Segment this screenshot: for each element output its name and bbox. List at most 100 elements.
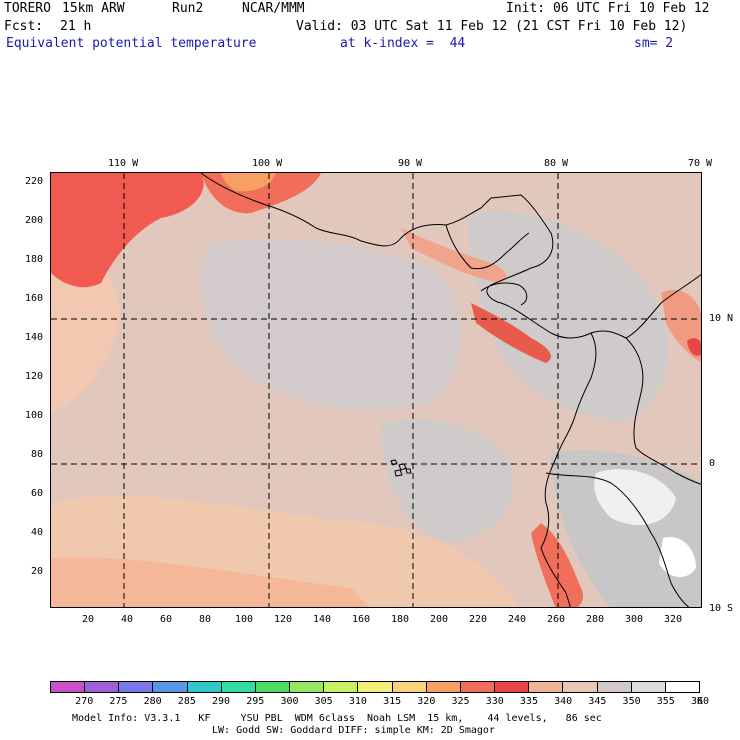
colorbar-tick-label: 340 <box>554 696 573 707</box>
colorbar-swatch <box>85 682 120 692</box>
x-tick: 200 <box>430 614 449 625</box>
colorbar-tick-label: 320 <box>417 696 436 707</box>
forecast-hour: 21 h <box>60 19 92 34</box>
colorbar-swatch <box>529 682 564 692</box>
x-tick: 120 <box>274 614 293 625</box>
y-tick: 160 <box>25 293 44 304</box>
colorbar-tick-label: 300 <box>280 696 299 707</box>
field-region-355k <box>594 469 676 526</box>
border-colombia <box>625 337 701 485</box>
lon-label-70w: 70 W <box>688 158 713 169</box>
colorbar-swatch <box>597 682 632 692</box>
x-tick: 240 <box>508 614 527 625</box>
colorbar-swatch <box>51 682 86 692</box>
valid-time: Valid: 03 UTC Sat 11 Feb 12 (21 CST Fri … <box>296 19 688 34</box>
y-tick: 20 <box>31 566 44 577</box>
model-resolution: 15km ARW <box>62 1 125 16</box>
init-time: Init: 06 UTC Fri 10 Feb 12 <box>506 1 710 16</box>
lon-label-110w: 110 W <box>108 158 139 169</box>
colorbar-unit: K <box>696 696 704 707</box>
colorbar-tick-label: 335 <box>519 696 538 707</box>
lat-label-10s: 10 S <box>709 603 734 614</box>
x-tick: 160 <box>352 614 371 625</box>
colorbar-swatch <box>665 682 699 692</box>
x-tick: 60 <box>160 614 173 625</box>
colorbar-tick-label: 355 <box>656 696 675 707</box>
colorbar-tick-label: 360 <box>690 696 710 707</box>
field-region-330k-caribbean <box>687 338 701 356</box>
y-tick: 100 <box>25 410 44 421</box>
field-region-335k-ca <box>401 228 507 283</box>
smoothing-info: sm= 2 <box>634 36 674 51</box>
model-org: NCAR/MMM <box>242 1 305 16</box>
coastline-central-america <box>200 173 701 339</box>
field-region-330k-nw <box>51 173 204 288</box>
x-tick: 40 <box>121 614 134 625</box>
border-guatemala-honduras <box>445 224 530 270</box>
y-tick: 80 <box>31 449 44 460</box>
field-region-320k-n <box>221 173 276 192</box>
level-info: at k-index = 44 <box>340 36 466 51</box>
colorbar-swatch <box>631 682 666 692</box>
theta-e-field <box>51 173 701 607</box>
lat-label-10n: 10 N <box>709 313 734 324</box>
forecast-label: Fcst: <box>4 19 44 34</box>
colorbar-tick-label: 345 <box>588 696 607 707</box>
x-tick: 320 <box>664 614 683 625</box>
colorbar-tick-label: 290 <box>212 696 231 707</box>
y-tick: 180 <box>25 254 44 265</box>
colorbar-swatch <box>495 682 530 692</box>
y-tick: 220 <box>25 176 44 187</box>
map-panel <box>50 172 702 608</box>
x-tick: 300 <box>625 614 644 625</box>
field-region-335k-sw <box>51 557 370 607</box>
colorbar-swatch <box>187 682 222 692</box>
y-tick: 40 <box>31 527 44 538</box>
colorbar-tick-label: 325 <box>451 696 470 707</box>
colorbar-swatch <box>153 682 188 692</box>
colorbar-swatch <box>358 682 393 692</box>
colorbar-tick-label: 310 <box>348 696 367 707</box>
colorbar-tick-label: 350 <box>622 696 641 707</box>
x-tick: 180 <box>391 614 410 625</box>
colorbar-swatch <box>392 682 427 692</box>
galapagos-island <box>405 468 412 474</box>
colorbar <box>50 681 700 693</box>
x-tick: 220 <box>469 614 488 625</box>
field-region-330k-costa-rica <box>471 303 551 363</box>
colorbar-tick-label: 285 <box>177 696 196 707</box>
colorbar-swatch <box>324 682 359 692</box>
colorbar-swatch <box>460 682 496 692</box>
border-ecuador-peru <box>545 472 690 607</box>
colorbar-tick-label: 275 <box>109 696 128 707</box>
field-name: Equivalent potential temperature <box>6 36 257 51</box>
y-tick: 200 <box>25 215 44 226</box>
field-region-360k <box>659 537 696 578</box>
colorbar-swatch <box>221 682 256 692</box>
lon-label-100w: 100 W <box>252 158 283 169</box>
x-tick: 100 <box>235 614 254 625</box>
border-nicaragua <box>480 282 528 306</box>
lon-label-80w: 80 W <box>544 158 569 169</box>
colorbar-swatch <box>290 682 325 692</box>
model-info-line-2: LW: Godd SW: Goddard DIFF: simple KM: 2D… <box>212 725 495 736</box>
model-name: TORERO <box>4 1 51 16</box>
lat-label-0: 0 <box>709 458 716 469</box>
x-tick: 280 <box>586 614 605 625</box>
colorbar-swatch <box>255 682 291 692</box>
colorbar-tick-label: 280 <box>143 696 162 707</box>
lon-label-90w: 90 W <box>398 158 423 169</box>
y-tick: 140 <box>25 332 44 343</box>
field-region-330k-peru <box>531 523 583 607</box>
x-tick: 260 <box>547 614 566 625</box>
colorbar-swatch <box>563 682 598 692</box>
y-tick: 60 <box>31 488 44 499</box>
colorbar-tick-label: 305 <box>314 696 333 707</box>
colorbar-tick-label: 270 <box>75 696 94 707</box>
colorbar-tick-label: 295 <box>246 696 265 707</box>
coastline-south-america <box>540 332 597 607</box>
field-region-350k-b <box>381 419 514 543</box>
field-region-350k-c <box>468 211 668 423</box>
field-region-350k-a <box>200 239 461 411</box>
model-run: Run2 <box>172 1 204 16</box>
